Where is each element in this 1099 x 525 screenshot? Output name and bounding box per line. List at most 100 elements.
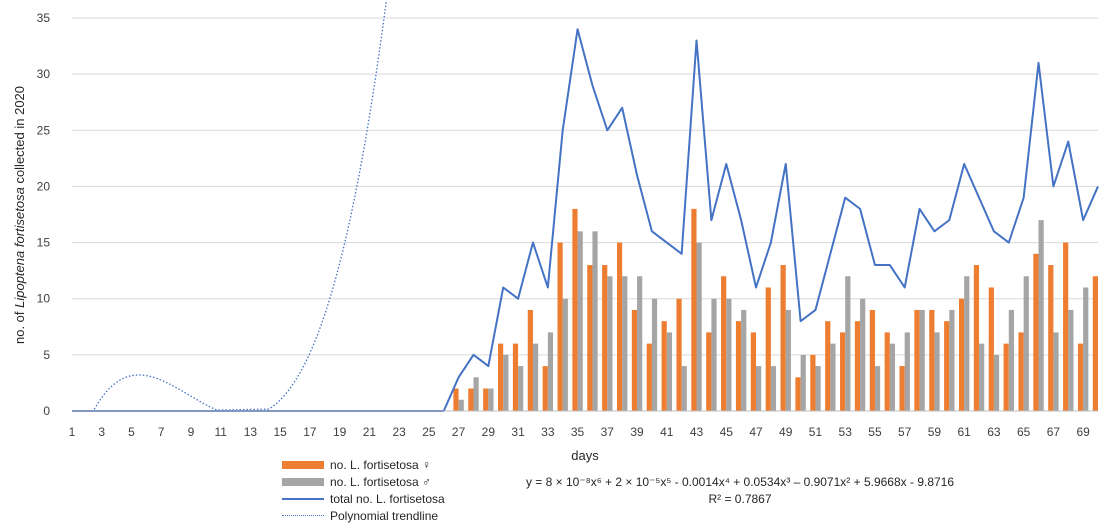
x-tick-label: 61 bbox=[957, 425, 971, 439]
bar-male bbox=[577, 231, 583, 411]
y-tick-label: 30 bbox=[37, 67, 51, 81]
x-tick-label: 59 bbox=[928, 425, 942, 439]
bar-female bbox=[780, 265, 786, 411]
bar-male bbox=[622, 276, 628, 411]
x-tick-label: 15 bbox=[273, 425, 287, 439]
x-tick-label: 41 bbox=[660, 425, 674, 439]
bar-male bbox=[726, 298, 732, 411]
bar-male bbox=[458, 399, 464, 411]
equation-text: y = 8 × 10⁻⁸x⁶ + 2 × 10⁻⁵x⁵ - 0.0014x⁴ +… bbox=[525, 475, 955, 489]
bar-female bbox=[869, 309, 875, 411]
bar-male bbox=[637, 276, 643, 411]
y-axis-title-suffix: collected in 2020 bbox=[12, 86, 27, 187]
bar-male bbox=[993, 354, 1000, 411]
bar-male bbox=[919, 309, 925, 411]
bar-male bbox=[860, 298, 866, 411]
bar-female bbox=[958, 298, 965, 411]
bar-female bbox=[602, 265, 608, 411]
x-tick-label: 31 bbox=[511, 425, 525, 439]
y-tick-label: 0 bbox=[43, 404, 50, 418]
x-tick-label: 1 bbox=[69, 425, 76, 439]
grid-lines bbox=[72, 17, 1098, 356]
bar-female bbox=[512, 343, 519, 411]
bar-female bbox=[810, 354, 816, 411]
x-tick-label: 17 bbox=[303, 425, 317, 439]
bar-female bbox=[1077, 343, 1084, 411]
y-tick-label: 35 bbox=[37, 11, 51, 25]
legend-label-trendline: Polynomial trendline bbox=[330, 508, 439, 523]
bar-female bbox=[498, 343, 504, 411]
bar-male bbox=[666, 332, 672, 411]
x-tick-label: 57 bbox=[898, 425, 912, 439]
bar-male bbox=[1008, 309, 1014, 411]
line-layer bbox=[72, 28, 1099, 412]
bar-female bbox=[1063, 242, 1069, 411]
bar-male bbox=[1068, 309, 1074, 411]
bars bbox=[453, 208, 1098, 411]
x-tick-label: 53 bbox=[839, 425, 853, 439]
x-tick-label: 7 bbox=[158, 425, 165, 439]
bar-female bbox=[1018, 332, 1024, 411]
bar-male bbox=[711, 298, 717, 411]
bar-male bbox=[756, 366, 762, 411]
bar-male bbox=[547, 332, 554, 411]
x-tick-labels: 1 3 5 7 9 11 13 15 17 19 21 23 25 27 29 31 33 35 37 39 41 43 4… bbox=[69, 425, 1090, 439]
bar-female bbox=[542, 366, 548, 411]
x-tick-label: 39 bbox=[630, 425, 644, 439]
bar-female bbox=[1048, 265, 1054, 411]
x-tick-label: 23 bbox=[392, 425, 406, 439]
bar-male bbox=[815, 366, 821, 411]
bar-female bbox=[840, 332, 846, 411]
bar-male bbox=[964, 276, 970, 411]
bar-female bbox=[899, 366, 905, 411]
bar-male bbox=[949, 309, 955, 411]
x-tick-label: 21 bbox=[363, 425, 377, 439]
bar-male bbox=[800, 354, 806, 411]
bar-female bbox=[825, 321, 831, 411]
bar-female bbox=[631, 309, 638, 411]
bar-female bbox=[944, 321, 950, 411]
bar-male bbox=[979, 343, 985, 411]
x-tick-label: 27 bbox=[452, 425, 466, 439]
trendline-equation: y = 8 × 10⁻⁸x⁶ + 2 × 10⁻⁵x⁵ - 0.0014x⁴ +… bbox=[470, 474, 1010, 508]
legend-label-total: total no. L. fortisetosa bbox=[330, 491, 445, 506]
bar-female bbox=[735, 321, 742, 411]
bar-female bbox=[676, 298, 682, 411]
bar-male bbox=[741, 309, 747, 411]
bar-male bbox=[562, 298, 568, 411]
bar-male bbox=[874, 366, 881, 411]
bar-male bbox=[1023, 276, 1029, 411]
bar-male bbox=[785, 309, 791, 411]
legend-item-trendline: Polynomial trendline bbox=[282, 507, 445, 524]
x-tick-label: 9 bbox=[188, 425, 195, 439]
bar-female bbox=[587, 265, 593, 411]
bar-male bbox=[889, 343, 896, 411]
bar-female bbox=[453, 388, 459, 411]
x-tick-label: 13 bbox=[244, 425, 258, 439]
y-tick-labels: 0 5 10 15 20 25 30 35 bbox=[37, 11, 51, 418]
bar-male bbox=[934, 332, 940, 411]
bar-female bbox=[988, 287, 994, 411]
x-tick-label: 51 bbox=[809, 425, 823, 439]
bar-male bbox=[518, 366, 524, 411]
bar-female bbox=[691, 208, 697, 411]
bar-female bbox=[1092, 276, 1098, 411]
bar-female bbox=[706, 332, 712, 411]
bar-female bbox=[527, 309, 533, 411]
x-tick-label: 11 bbox=[214, 425, 227, 439]
legend-swatch-trendline bbox=[282, 515, 324, 516]
y-axis-title-prefix: no. of bbox=[12, 308, 27, 344]
bar-male bbox=[532, 343, 539, 411]
bar-male bbox=[845, 276, 851, 411]
r-squared-text: R² = 0.7867 bbox=[708, 492, 772, 506]
bar-female bbox=[661, 321, 667, 411]
bar-female bbox=[765, 287, 771, 411]
bar-female bbox=[616, 242, 623, 411]
x-tick-label: 65 bbox=[1017, 425, 1031, 439]
bar-female bbox=[929, 309, 935, 411]
y-tick-label: 20 bbox=[37, 179, 51, 193]
bar-male bbox=[473, 377, 479, 411]
bar-male bbox=[651, 298, 658, 411]
trendline bbox=[93, 0, 388, 411]
x-tick-label: 29 bbox=[482, 425, 496, 439]
